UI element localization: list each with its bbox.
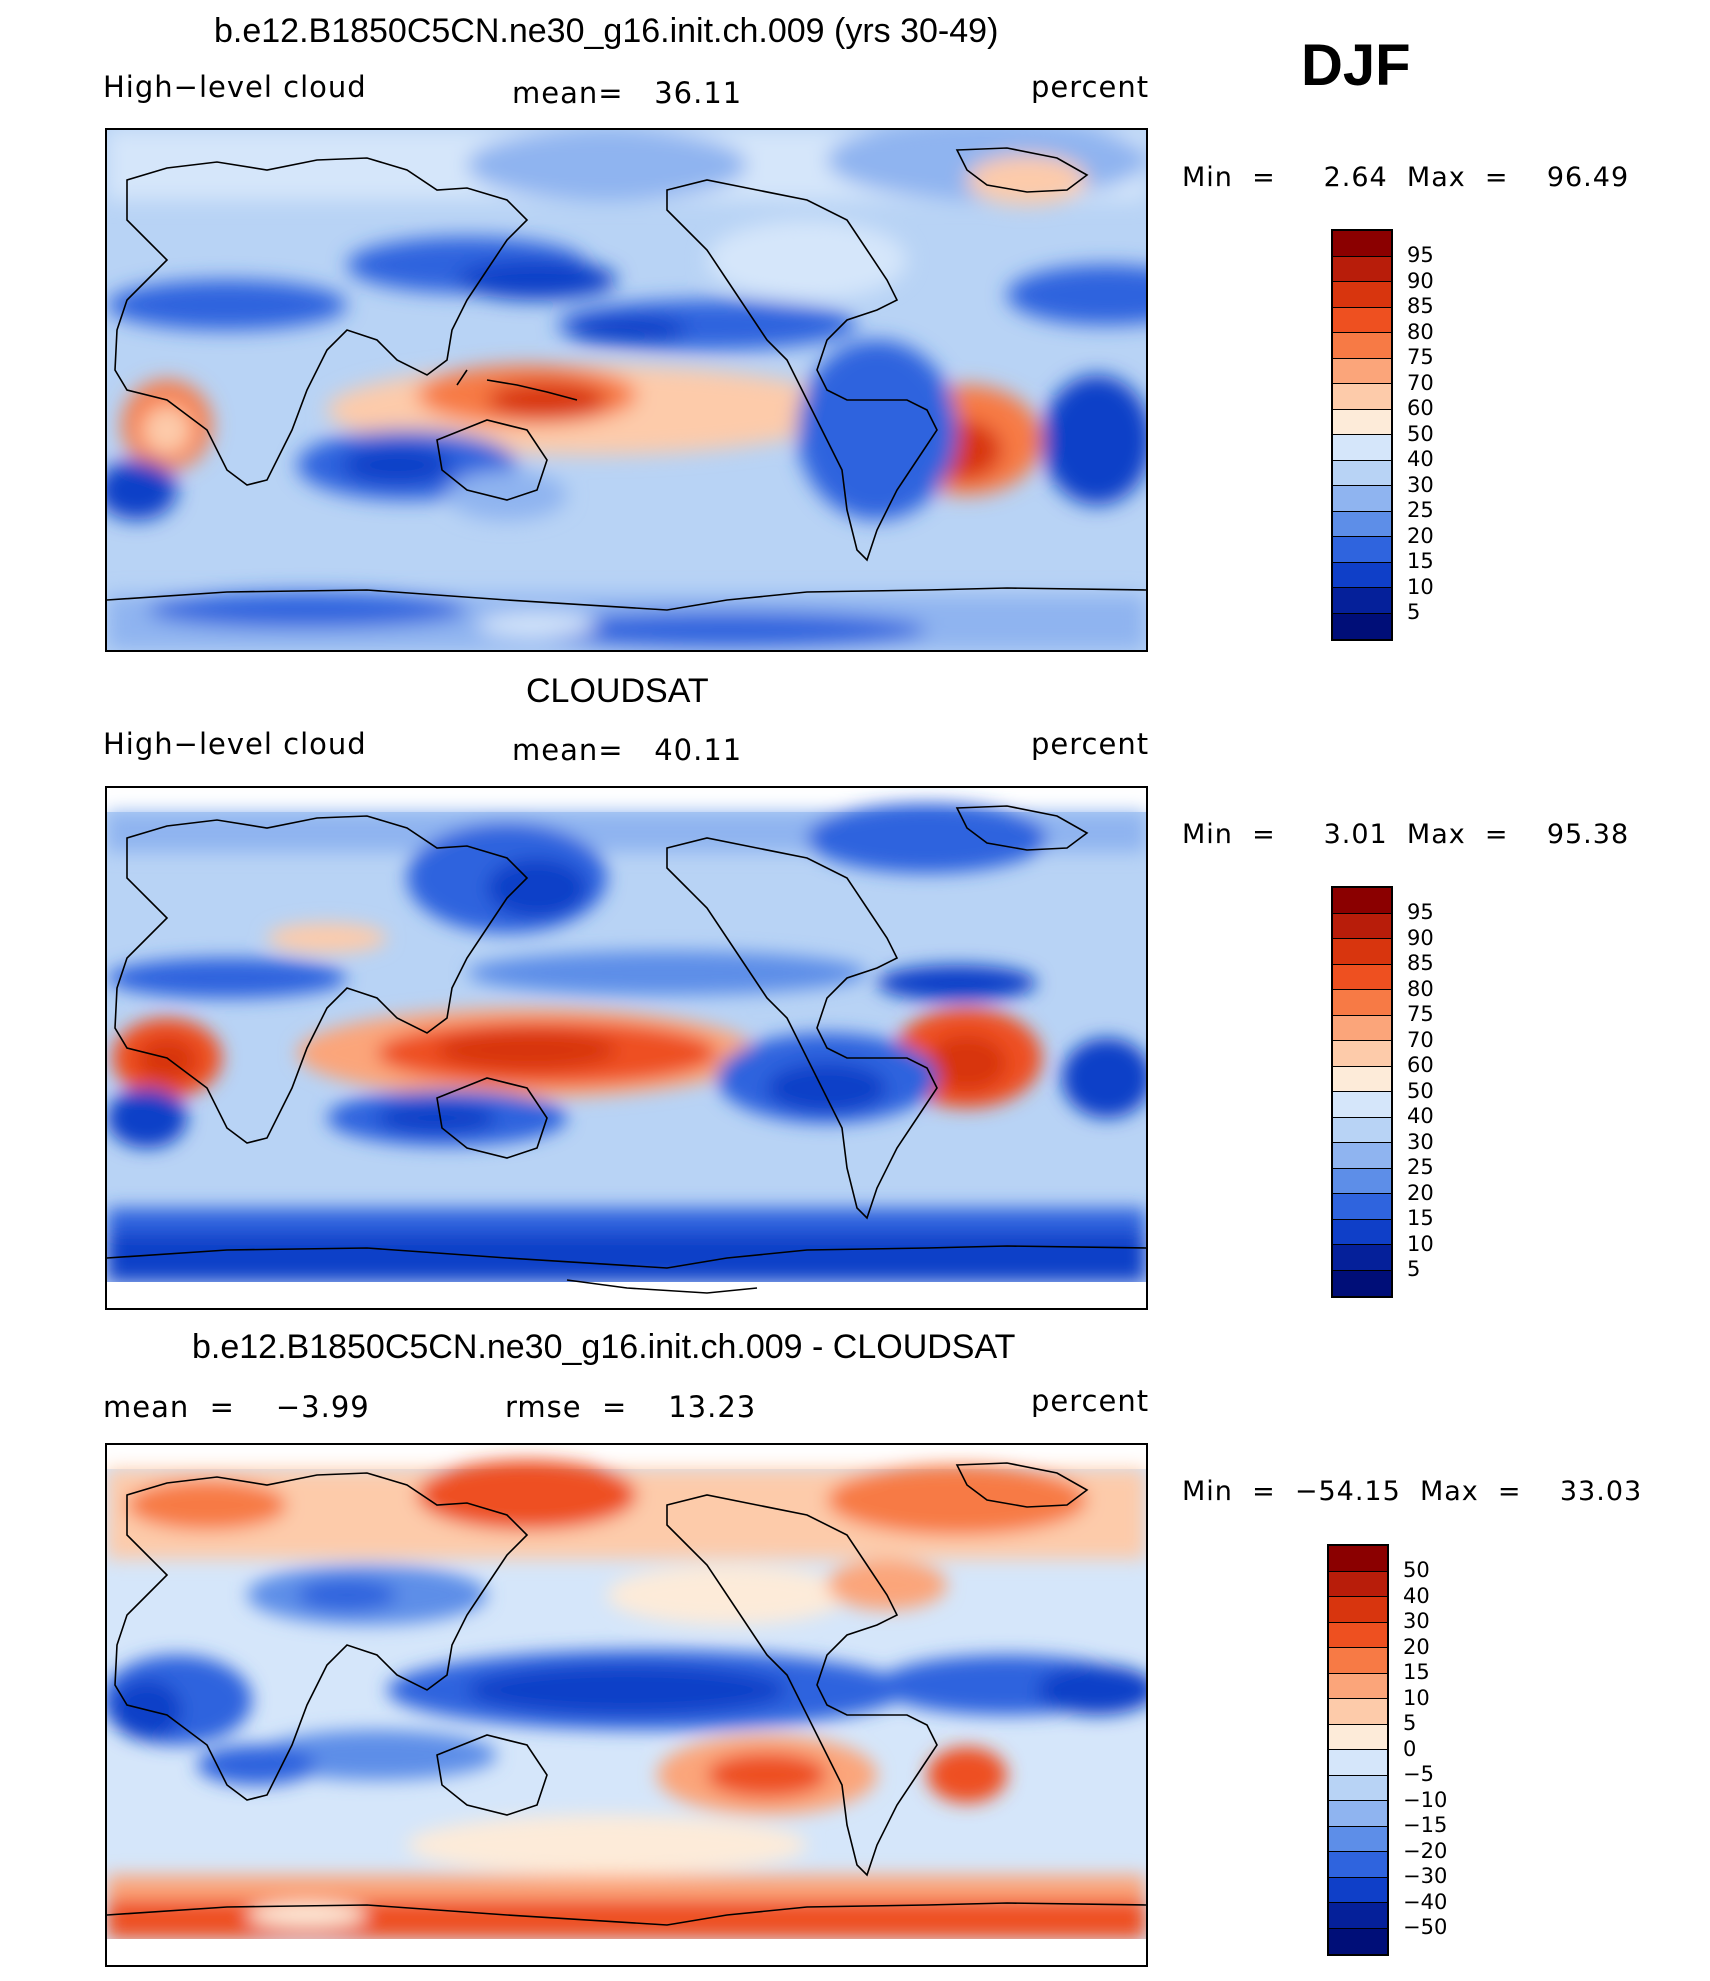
panel1-colorbar-tick: 20 [1407, 523, 1434, 548]
panel3-colorbar-tick: −30 [1403, 1864, 1448, 1888]
panel3-colorbar-tick: −40 [1403, 1889, 1448, 1914]
panel1-mean-label: mean= 36.11 [512, 76, 743, 110]
panel3-coastlines [107, 1462, 1146, 1926]
panel3-colorbar-tick: 20 [1403, 1634, 1430, 1659]
panel3-colorbar-tick: 5 [1403, 1711, 1417, 1735]
panel3-colorbar-tick: −10 [1403, 1787, 1448, 1812]
panel1-colorbar-box [1331, 229, 1393, 641]
panel1-colorbar-tick: 25 [1407, 498, 1434, 522]
panel2-minmax: Min = 3.01 Max = 95.38 [1182, 819, 1630, 850]
panel1-minmax: Min = 2.64 Max = 96.49 [1182, 162, 1630, 193]
panel2-mean-label: mean= 40.11 [512, 733, 743, 767]
panel3-colorbar-tick: 30 [1403, 1609, 1430, 1633]
panel1-colorbar-tick: 75 [1407, 345, 1434, 369]
panel1-units-label: percent [1031, 70, 1150, 104]
panel2-colorbar-tick: 10 [1407, 1231, 1434, 1256]
panel2-colorbar-tick: 95 [1407, 900, 1434, 924]
panel2-map [105, 786, 1148, 1310]
panel1-colorbar-tick: 40 [1407, 447, 1434, 471]
panel3-colorbar-tick: −5 [1403, 1762, 1434, 1786]
panel2-units-label: percent [1031, 727, 1150, 761]
panel3-title: b.e12.B1850C5CN.ne30_g16.init.ch.009 - C… [192, 1328, 1016, 1366]
panel3-field [107, 1460, 1146, 1965]
panel3-colorbar-tick: 40 [1403, 1583, 1430, 1608]
season-label: DJF [1301, 33, 1411, 98]
panel3-map [105, 1443, 1148, 1967]
panel3-minmax: Min = −54.15 Max = 33.03 [1182, 1476, 1643, 1507]
panel1-colorbar-tick: 90 [1407, 268, 1434, 293]
panel2-colorbar-tick: 40 [1407, 1104, 1434, 1128]
panel2-coastlines [107, 805, 1146, 1294]
panel3-units-label: percent [1031, 1384, 1150, 1418]
panel2-colorbar-tick: 5 [1407, 1257, 1421, 1281]
panel2-title: CLOUDSAT [526, 672, 709, 710]
panel1-colorbar-tick: 70 [1407, 370, 1434, 395]
panel1-colorbar-tick: 15 [1407, 549, 1434, 573]
panel3-colorbar-tick: 15 [1403, 1660, 1430, 1684]
panel3-mean-label: mean = −3.99 [103, 1390, 370, 1424]
panel2-colorbar-tick: 85 [1407, 951, 1434, 975]
panel1-colorbar-tick: 30 [1407, 472, 1434, 497]
panel1-colorbar-tick: 80 [1407, 319, 1434, 344]
panel1-left-label: High−level cloud [103, 70, 367, 104]
panel3-colorbar-tick: 0 [1403, 1736, 1417, 1761]
panel3-colorbar-tick: −20 [1403, 1838, 1448, 1863]
panel1-colorbar-tick: 50 [1407, 421, 1434, 446]
panel2-colorbar-tick: 70 [1407, 1027, 1434, 1052]
panel1-colorbar-tick: 60 [1407, 396, 1434, 420]
panel1-coastlines [107, 147, 1146, 611]
panel1-field [107, 130, 1146, 650]
panel2-colorbar-tick: 25 [1407, 1155, 1434, 1179]
panel2-colorbar-tick: 30 [1407, 1129, 1434, 1154]
panel3-colorbar-box [1327, 1544, 1389, 1956]
panel3-colorbar-tick: 10 [1403, 1685, 1430, 1710]
panel2-colorbar-tick: 20 [1407, 1180, 1434, 1205]
panel2-colorbar-tick: 60 [1407, 1053, 1434, 1077]
panel2-colorbar-tick: 50 [1407, 1078, 1434, 1103]
panel2-left-label: High−level cloud [103, 727, 367, 761]
panel2-colorbar-tick: 80 [1407, 976, 1434, 1001]
panel3-rmse-label: rmse = 13.23 [505, 1390, 757, 1424]
panel3-colorbar-tick: −15 [1403, 1813, 1448, 1837]
panel2-field [107, 803, 1146, 1308]
panel3-colorbar-tick: −50 [1403, 1915, 1448, 1939]
panel2-colorbar-tick: 75 [1407, 1002, 1434, 1026]
panel1-colorbar-tick: 5 [1407, 600, 1421, 624]
panel1-colorbar-tick: 95 [1407, 243, 1434, 267]
panel1-colorbar-tick: 10 [1407, 574, 1434, 599]
panel1-map [105, 128, 1148, 652]
panel2-colorbar-tick: 90 [1407, 925, 1434, 950]
panel1-colorbar-tick: 85 [1407, 294, 1434, 318]
panel2-colorbar-box [1331, 886, 1393, 1298]
panel2-colorbar-tick: 15 [1407, 1206, 1434, 1230]
panel1-title: b.e12.B1850C5CN.ne30_g16.init.ch.009 (yr… [214, 12, 999, 50]
panel3-colorbar-tick: 50 [1403, 1558, 1430, 1582]
